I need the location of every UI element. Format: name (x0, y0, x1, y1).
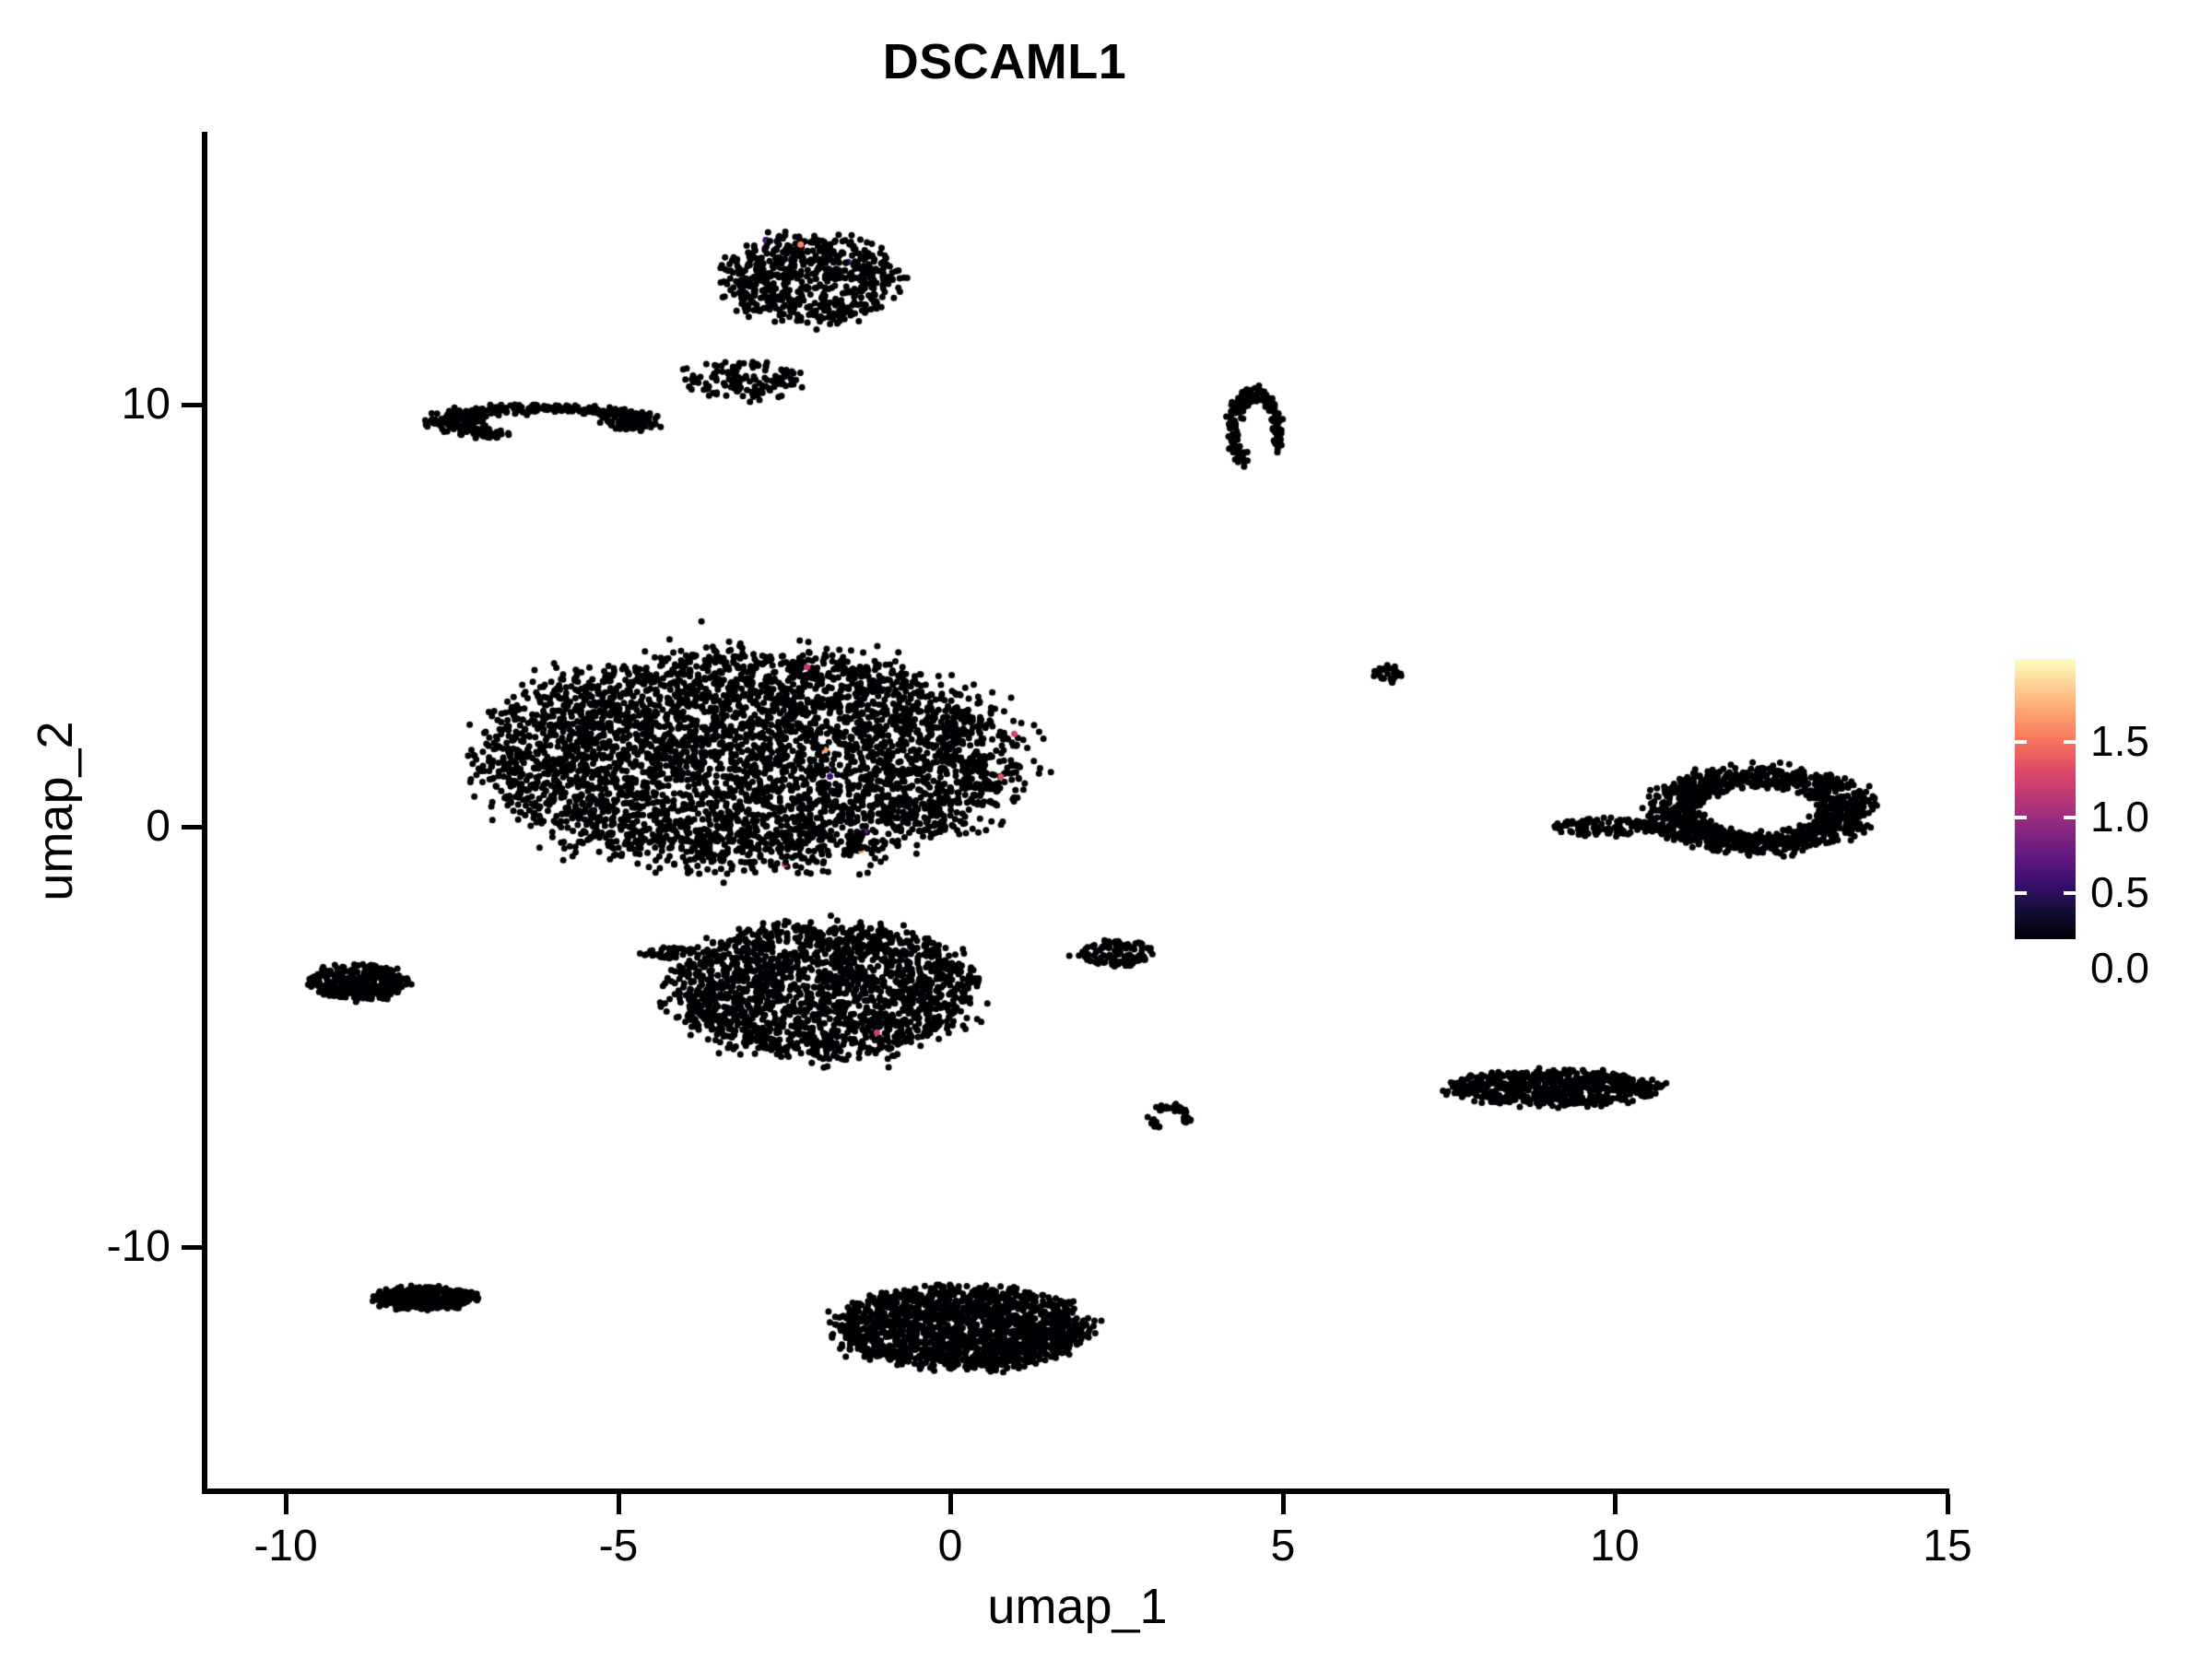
scatter-plot-canvas (206, 132, 1949, 1488)
y-axis-line (202, 132, 207, 1494)
colorbar-tick (2064, 891, 2076, 895)
x-tick-label: 15 (1923, 1522, 1972, 1571)
y-tick-mark (182, 825, 202, 830)
plot-panel (206, 132, 1949, 1488)
x-tick-mark (1946, 1494, 1950, 1514)
colorbar-tick (2064, 816, 2076, 819)
y-tick-label: 0 (146, 802, 171, 851)
colorbar-tick (2015, 891, 2027, 895)
colorbar-label: 1.5 (2090, 717, 2149, 765)
y-tick-label: -10 (106, 1222, 171, 1271)
page-title: DSCAML1 (882, 34, 1127, 89)
x-tick-label: -5 (598, 1522, 639, 1571)
x-tick-mark (1613, 1494, 1618, 1514)
x-tick-label: 0 (937, 1522, 963, 1571)
colorbar-gradient (2015, 659, 2076, 939)
colorbar-label: 0.0 (2090, 944, 2149, 992)
x-tick-mark (284, 1494, 288, 1514)
x-tick-label: 10 (1590, 1522, 1640, 1571)
x-tick-mark (1281, 1494, 1286, 1514)
colorbar-tick (2015, 740, 2027, 744)
y-tick-mark (182, 1245, 202, 1250)
colorbar-legend: 1.5 1.0 0.5 0.0 (2015, 659, 2149, 991)
x-axis-line (202, 1488, 1949, 1494)
x-tick-label: 5 (1270, 1522, 1296, 1571)
y-axis-title: umap_2 (28, 721, 83, 901)
colorbar-label: 1.0 (2090, 793, 2149, 841)
y-tick-mark (182, 403, 202, 407)
x-tick-label: -10 (253, 1522, 318, 1571)
x-axis-title: umap_1 (987, 1579, 1168, 1634)
y-tick-label: 10 (121, 380, 171, 429)
x-tick-mark (617, 1494, 621, 1514)
colorbar-label: 0.5 (2090, 868, 2149, 916)
colorbar-tick (2064, 740, 2076, 744)
x-tick-mark (948, 1494, 953, 1514)
colorbar-tick (2015, 816, 2027, 819)
